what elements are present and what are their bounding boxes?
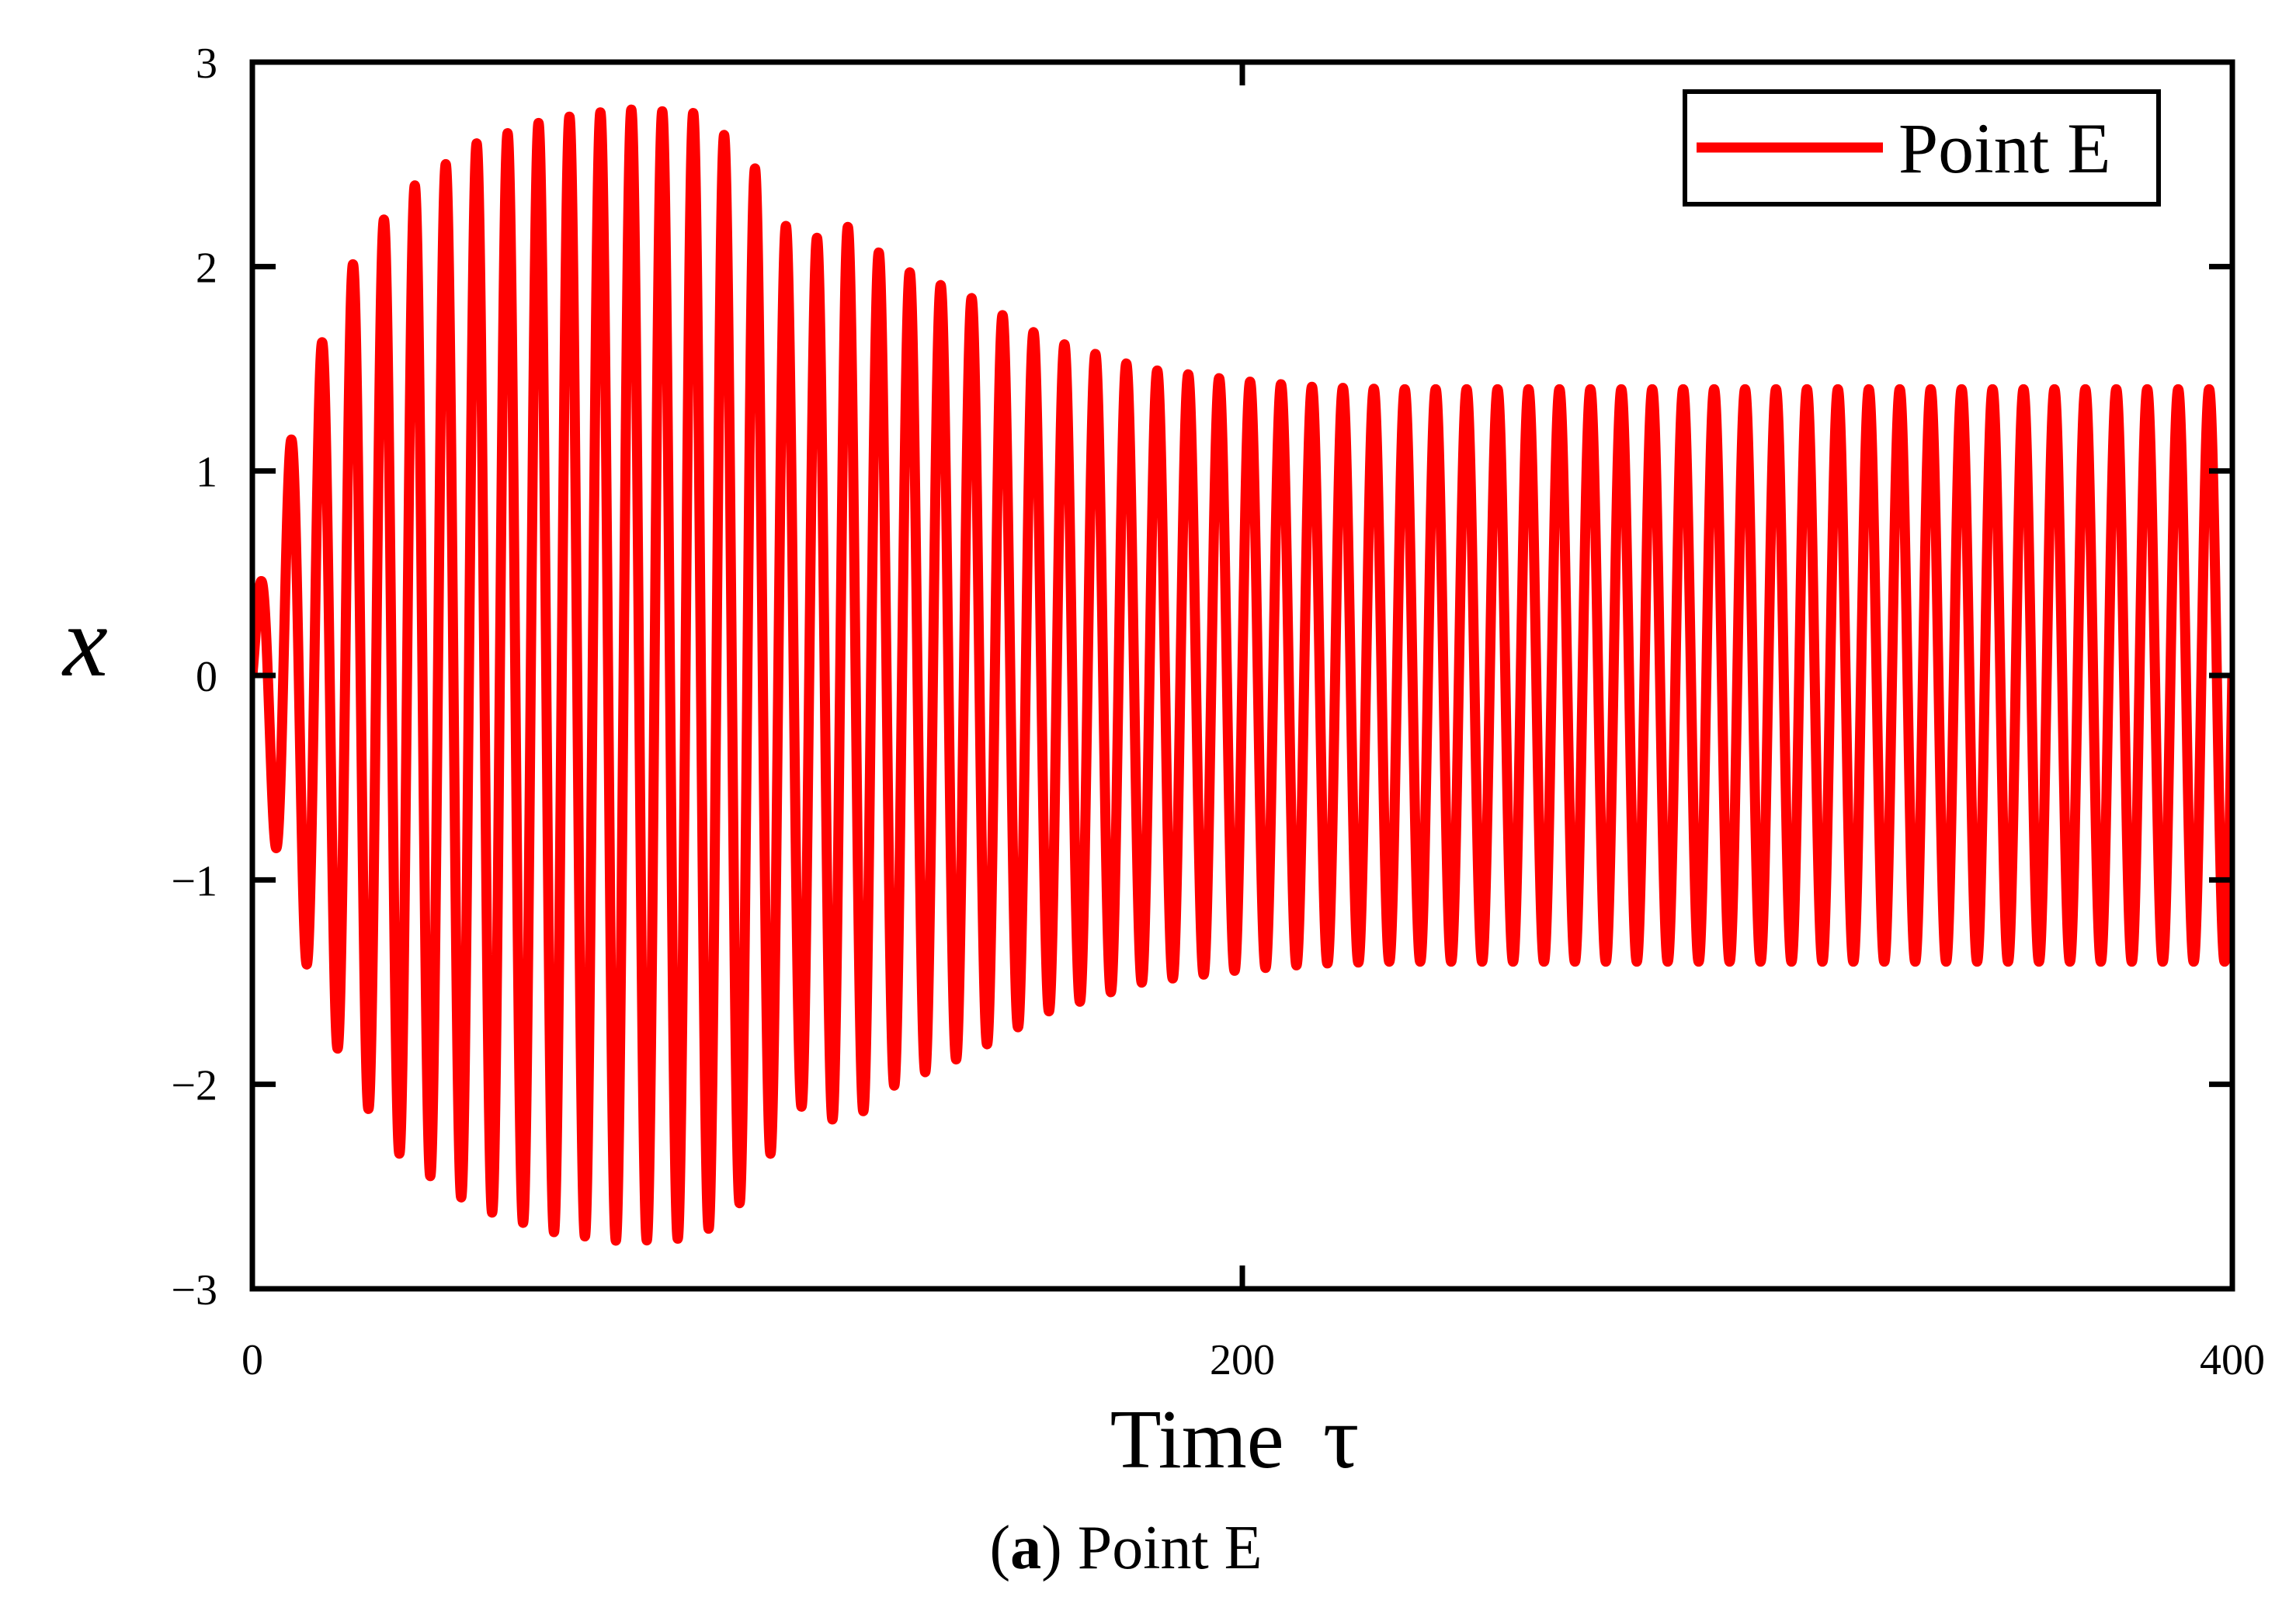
series-line-point-e xyxy=(252,104,2232,1246)
tick-labels: 0 200 400 −3 −2 −1 0 1 2 3 xyxy=(171,40,2265,1384)
x-tick-label: 0 xyxy=(241,1336,263,1384)
y-axis-title: x xyxy=(61,586,108,698)
y-tick-label: −3 xyxy=(171,1266,217,1314)
y-tick-label: 2 xyxy=(196,244,217,292)
x-tick-label: 400 xyxy=(2200,1336,2265,1384)
y-tick-label: 0 xyxy=(196,653,217,701)
y-tick-label: 3 xyxy=(196,40,217,88)
axis-ticks xyxy=(252,62,2232,1289)
y-tick-label: −2 xyxy=(171,1062,217,1110)
legend: Point E xyxy=(1683,89,2161,207)
legend-label: Point E xyxy=(1898,109,2110,188)
x-tick-label: 200 xyxy=(1210,1336,1275,1384)
y-tick-label: 1 xyxy=(196,449,217,497)
y-tick-label: −1 xyxy=(171,857,217,905)
x-axis-title: Time τ xyxy=(1110,1388,1360,1488)
figure-caption: (a) Point E xyxy=(989,1514,1262,1582)
